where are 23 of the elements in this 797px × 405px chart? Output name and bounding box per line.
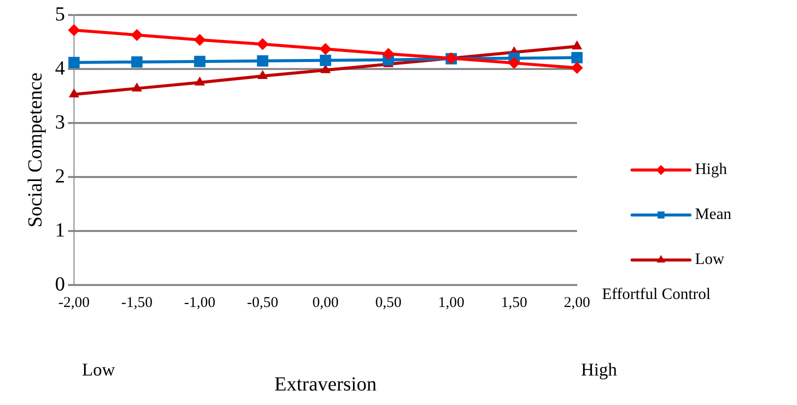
x-tick-label: 0,00 (312, 294, 339, 311)
x-tick-label: 1,50 (501, 294, 528, 311)
legend-label: Mean (695, 206, 732, 224)
y-axis-title: Social Competence (24, 72, 46, 228)
x-tick-label: -1,00 (184, 294, 216, 311)
x-tick-label: -2,00 (58, 294, 90, 311)
legend-label: High (695, 161, 727, 178)
text: High (581, 360, 617, 380)
x-tick-label: 1,00 (438, 294, 464, 311)
x-tick-label: 0,50 (375, 294, 402, 311)
y-tick-label: 5 (55, 3, 65, 26)
x-tick-label: 2,00 (564, 294, 590, 311)
legend-title: Effortful Control (602, 286, 712, 304)
y-tick-label: 1 (55, 219, 65, 242)
y-tick-label: 0 (55, 273, 65, 296)
x-tick-label: -1,50 (121, 294, 152, 311)
y-tick-label: 4 (55, 57, 65, 80)
text: Low (82, 360, 115, 380)
legend-label: Low (695, 251, 725, 268)
y-tick-label: 2 (55, 165, 65, 188)
x-axis-title: Extraversion (274, 373, 377, 396)
y-tick-label: 3 (55, 111, 65, 134)
x-tick-label: -0,50 (247, 294, 278, 311)
